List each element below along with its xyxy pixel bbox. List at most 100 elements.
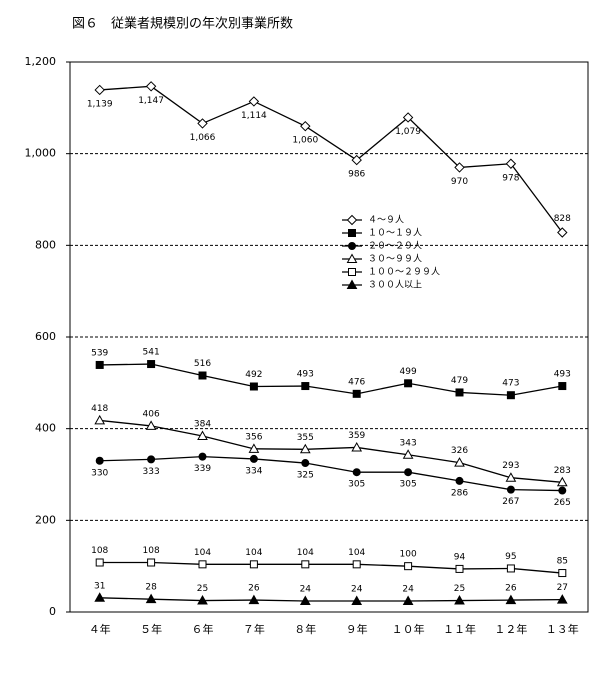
data-label: 516 [194,359,211,369]
marker [249,382,258,391]
x-tick-label: １３年 [546,622,579,636]
data-label: 26 [248,584,260,594]
data-label: 293 [502,461,519,471]
data-label: 104 [245,548,262,558]
data-label: 27 [557,583,568,593]
marker [454,595,465,605]
legend-marker [346,214,358,226]
data-label: 492 [245,370,262,380]
legend-marker [348,242,356,250]
marker [402,112,414,123]
data-label: 476 [348,377,365,387]
marker [455,388,464,397]
data-label: 355 [297,433,314,443]
y-tick-label: 600 [35,330,56,343]
x-tick-label: ９年 [346,622,368,636]
data-label: 25 [454,584,465,594]
data-label: 95 [505,552,516,562]
data-label: 333 [143,467,160,477]
marker [351,441,363,452]
legend-marker [346,253,358,263]
data-label: 334 [245,466,262,476]
data-label: 31 [94,581,105,591]
marker [145,420,157,430]
marker [351,595,363,605]
data-label: 970 [451,177,468,187]
marker [197,118,208,129]
marker [145,81,157,92]
marker [454,457,465,467]
data-label: 104 [348,548,365,558]
marker [299,595,311,605]
marker [249,560,258,569]
series-line [99,85,563,233]
data-label: 406 [143,409,160,419]
y-tick-label: 1,000 [25,147,57,160]
y-tick-label: 1,200 [25,55,57,68]
marker [404,468,413,477]
data-label: 499 [400,367,417,377]
marker [505,594,517,605]
data-label: 104 [194,548,211,558]
marker [147,558,156,567]
data-label: 418 [91,404,108,414]
marker [454,162,465,173]
data-label: 343 [400,438,417,448]
data-label: 108 [143,546,160,556]
data-label: 1,079 [395,127,421,137]
x-tick-label: １１年 [443,622,476,636]
marker [198,452,207,461]
data-label: 1,114 [241,111,267,121]
x-tick-label: ８年 [294,622,316,636]
data-label: 828 [554,214,571,224]
x-tick-label: １０年 [392,622,425,636]
data-label: 330 [91,468,108,478]
data-label: 493 [554,370,571,380]
marker [248,594,260,605]
marker [95,360,104,369]
data-label: 24 [402,585,414,595]
data-label: 541 [143,348,160,358]
legend-marker [348,229,356,237]
marker [505,472,517,482]
x-tick-label: ７年 [243,622,265,636]
series-line [99,597,563,602]
data-label: 986 [348,170,365,180]
legend-label: ２０～２９人 [368,241,422,252]
data-label: 473 [502,379,519,389]
marker [352,468,361,477]
x-tick-label: ６年 [192,622,214,636]
marker [301,459,310,468]
marker [198,371,207,380]
data-label: 305 [348,480,365,490]
marker [197,430,208,440]
data-label: 384 [194,420,211,430]
data-label: 94 [454,552,466,562]
marker [147,360,156,369]
series-line [99,455,563,492]
data-label: 978 [502,173,519,183]
marker [94,414,106,425]
data-label: 1,060 [292,136,318,146]
data-label: 1,139 [87,99,113,109]
x-tick-label: ５年 [140,622,162,636]
marker [557,227,568,238]
data-label: 359 [348,431,365,441]
marker [248,96,260,107]
legend-marker [348,268,356,276]
marker [402,449,414,459]
marker [558,569,567,578]
data-label: 539 [91,348,108,358]
marker [455,476,464,485]
marker [558,486,567,495]
data-label: 28 [145,583,157,593]
marker [95,558,104,567]
marker [506,564,515,573]
y-tick-label: 0 [49,605,56,618]
data-label: 305 [400,480,417,490]
marker [558,382,567,391]
data-label: 1,066 [190,133,216,143]
series-line [99,419,563,483]
marker [404,379,413,388]
data-label: 1,147 [138,96,164,106]
